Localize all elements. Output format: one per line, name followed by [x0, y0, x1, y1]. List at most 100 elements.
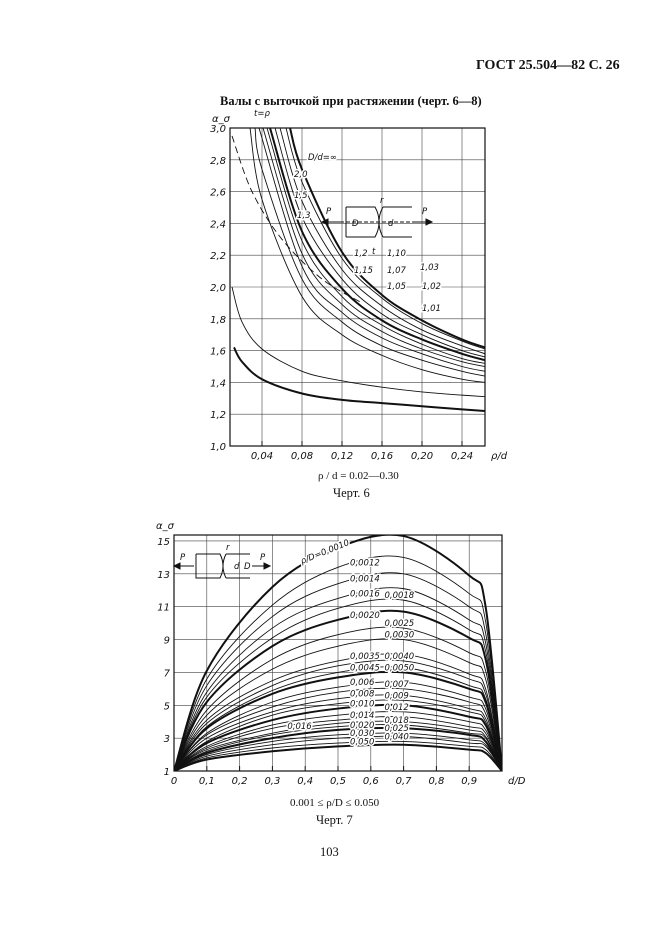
- series-line: [174, 711, 502, 771]
- outer-diameter-label: D: [352, 219, 359, 229]
- chart-7: 0 0,1 0,2 0,3 0,4 0,5 0,6 0,7 0,8 0,913579111315α…: [156, 521, 526, 787]
- series-label: 0,020: [350, 721, 374, 731]
- series-label: 0,014: [350, 711, 374, 721]
- figure-6-range-caption: ρ / d = 0.02—0.30: [318, 470, 399, 482]
- figure-7-caption: Черт. 7: [316, 813, 353, 827]
- series-label: 0,030: [350, 729, 374, 739]
- series-line: [174, 694, 502, 771]
- series-line: [174, 666, 502, 771]
- series-line: [231, 135, 363, 304]
- series-label: 0,0035: [350, 652, 380, 662]
- shaft-groove-sketch-7: [172, 553, 272, 579]
- x-tick-label: 0,12: [331, 451, 353, 462]
- series-line: [231, 286, 485, 398]
- x-tick-label: 0,6: [363, 776, 379, 787]
- series-label: 0,0050: [384, 663, 414, 673]
- series-label: 0,025: [384, 724, 408, 734]
- series-line: [174, 609, 502, 771]
- series-label: 1,5: [294, 191, 308, 201]
- groove-radius-label-7: r: [226, 543, 230, 553]
- load-label-right: P: [422, 207, 428, 217]
- y-tick-label: 3,0: [210, 124, 226, 135]
- series-line: [174, 740, 502, 771]
- x-tick-label: 0,16: [371, 451, 393, 462]
- series-label: 0,0018: [384, 591, 414, 601]
- y-tick-label: 2,6: [210, 188, 226, 199]
- series-line: [174, 724, 502, 771]
- y-tick-label: 1,8: [210, 315, 226, 326]
- series-label: t=ρ: [254, 109, 270, 119]
- series-line: [269, 128, 485, 362]
- x-tick-label: 0,24: [451, 451, 473, 462]
- series-label: 0,0014: [350, 575, 380, 585]
- series-label: 0,007: [384, 680, 409, 690]
- page-number: 103: [320, 845, 339, 859]
- y-tick-label: 2,0: [210, 283, 226, 294]
- x-tick-label: 0,9: [461, 776, 477, 787]
- x-tick-label: 0,1: [199, 776, 215, 787]
- plot-frame: [229, 127, 486, 447]
- y-tick-label: 5: [164, 701, 170, 712]
- series-line: [174, 687, 502, 771]
- series-label: 1,07: [387, 266, 407, 276]
- series-line: [174, 659, 502, 771]
- x-axis-label: ρ/d: [491, 451, 508, 462]
- series-label: D/d=∞: [308, 153, 337, 163]
- series-label: 1,03: [420, 263, 439, 273]
- series-label: ρ/D=0,0010: [299, 538, 351, 567]
- x-axis-label: d/D: [508, 776, 526, 787]
- y-axis-label: α_σ: [212, 114, 231, 125]
- x-tick-label: 0,04: [251, 451, 273, 462]
- series-label: 0,0040: [384, 652, 414, 662]
- series-line: [174, 703, 502, 771]
- series-line: [174, 732, 502, 771]
- y-tick-label: 1: [164, 767, 170, 778]
- series-line: [174, 720, 502, 771]
- series-line: [254, 128, 485, 377]
- series-label: 0,018: [384, 716, 409, 726]
- series-line: [174, 670, 502, 771]
- series-line: [289, 128, 485, 349]
- series-line: [262, 128, 485, 367]
- x-tick-label: 0,08: [291, 451, 313, 462]
- series-line: [266, 128, 485, 364]
- series-label: 1,01: [422, 304, 441, 314]
- series-line: [274, 128, 485, 358]
- series-line: [258, 128, 485, 372]
- series-line: [174, 638, 502, 771]
- series-line: [174, 681, 502, 771]
- series-label: 1,15: [354, 266, 373, 276]
- series-line: [174, 555, 502, 771]
- x-tick-label: 0,20: [411, 451, 433, 462]
- y-tick-label: 15: [157, 537, 170, 548]
- document-code-header: ГОСТ 25.504—82 С. 26: [476, 58, 620, 73]
- series-label: 1,05: [387, 282, 406, 292]
- series-label: 0,0020: [350, 611, 380, 621]
- inner-diameter-label: d: [388, 219, 394, 229]
- y-tick-label: 2,8: [210, 156, 226, 167]
- series-label: 0,008: [350, 690, 375, 700]
- series-label: 0,016: [287, 722, 312, 732]
- figure-7-range-caption: 0.001 ≤ ρ/D ≤ 0.050: [290, 797, 380, 809]
- y-tick-label: 1,4: [210, 378, 226, 389]
- x-tick-label: 0,4: [297, 776, 313, 787]
- y-tick-label: 3: [164, 734, 170, 745]
- plot-frame: [173, 534, 503, 772]
- series-group: [231, 128, 485, 413]
- series-label: 0,0012: [350, 558, 380, 568]
- series-line: [174, 735, 502, 771]
- load-label-left-7: P: [180, 553, 186, 563]
- series-line: [174, 716, 502, 771]
- y-tick-label: 7: [164, 668, 171, 679]
- series-line: [174, 626, 502, 771]
- series-line: [279, 128, 485, 355]
- series-line: [174, 743, 502, 771]
- series-label: 0,009: [384, 691, 408, 701]
- series-label: 0,006: [350, 678, 375, 688]
- x-tick-label: 0,3: [264, 776, 280, 787]
- series-label: 0,0016: [350, 589, 380, 599]
- y-axis-label: α_σ: [156, 521, 175, 532]
- series-label: 0,010: [350, 700, 374, 710]
- y-tick-label: 1,2: [210, 410, 226, 421]
- series-label: 1,2: [354, 249, 368, 259]
